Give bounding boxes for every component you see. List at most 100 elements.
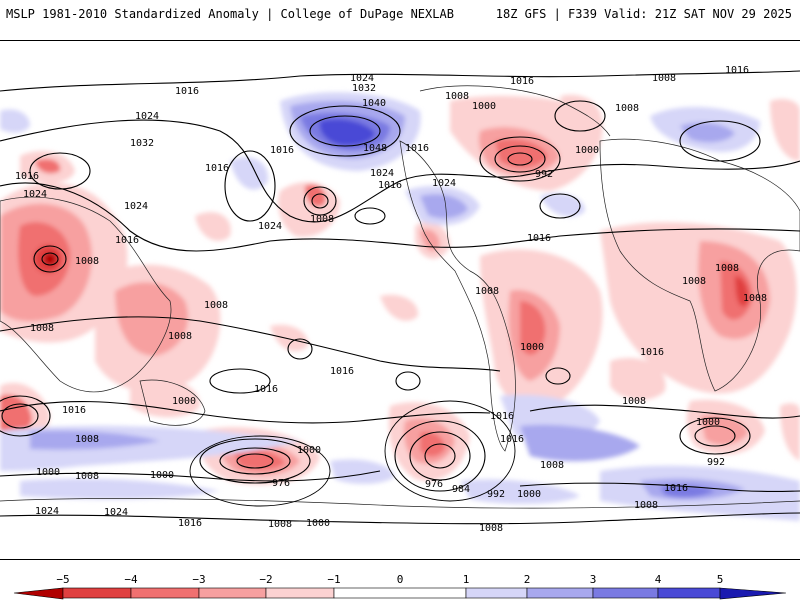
isobar-label: 1024 bbox=[124, 201, 148, 212]
colorbar-swatches bbox=[13, 587, 787, 600]
isobar-label: 1016 bbox=[640, 347, 664, 358]
isobar-label: 1024 bbox=[370, 168, 394, 179]
colorbar-tick: −5 bbox=[56, 573, 69, 586]
isobar-label: 1008 bbox=[634, 500, 658, 511]
isobar-label: 1016 bbox=[62, 405, 86, 416]
isobar-contours bbox=[0, 70, 800, 525]
coastlines bbox=[0, 85, 800, 509]
isobar-label: 1024 bbox=[104, 507, 128, 518]
swatch-pos2 bbox=[526, 587, 594, 599]
isobar-label: 1000 bbox=[306, 518, 330, 529]
colorbar-tick: −4 bbox=[124, 573, 138, 586]
isobar-label: 1016 bbox=[527, 233, 551, 244]
header: MSLP 1981-2010 Standardized Anomaly | Co… bbox=[0, 0, 800, 30]
swatch-pos1 bbox=[465, 587, 528, 599]
isobar-label: 1008 bbox=[652, 73, 676, 84]
anomaly-shading bbox=[0, 92, 800, 521]
isobar-label: 1016 bbox=[490, 411, 514, 422]
map-panel: 1016 1024 1032 1040 1008 1000 1016 1008 … bbox=[0, 40, 800, 560]
colorbar-ticks: −5 −4 −3 −2 −1 0 1 2 3 4 5 bbox=[56, 573, 723, 586]
swatch-neg3 bbox=[130, 587, 200, 599]
colorbar-tick: 2 bbox=[524, 573, 531, 586]
isobar-label: 1016 bbox=[175, 86, 199, 97]
isobar-label: 1008 bbox=[622, 396, 646, 407]
isobar-label: 992 bbox=[535, 169, 553, 180]
map-title: MSLP 1981-2010 Standardized Anomaly | Co… bbox=[6, 7, 454, 21]
isobar-label: 1000 bbox=[520, 342, 544, 353]
model-valid-time: 18Z GFS | F339 Valid: 21Z SAT NOV 29 202… bbox=[495, 7, 792, 21]
isobar-label: 1016 bbox=[330, 366, 354, 377]
swatch-pos4 bbox=[657, 587, 721, 599]
isobar-label: 1008 bbox=[168, 331, 192, 342]
isobar-label: 1016 bbox=[270, 145, 294, 156]
isobar-label: 1000 bbox=[517, 489, 541, 500]
colorbar-tick: −2 bbox=[259, 573, 272, 586]
isobar-label: 1000 bbox=[172, 396, 196, 407]
isobar-label: 1024 bbox=[350, 73, 374, 84]
swatch-pos5 bbox=[719, 587, 787, 600]
isobar-label: 1016 bbox=[664, 483, 688, 494]
colorbar: −5 −4 −3 −2 −1 0 1 2 3 4 5 bbox=[0, 572, 800, 600]
isobar-label: 1048 bbox=[363, 143, 387, 154]
isobar-label: 1016 bbox=[378, 180, 402, 191]
isobar-label: 1016 bbox=[178, 518, 202, 529]
isobar-label: 1000 bbox=[696, 417, 720, 428]
isobar-label: 1008 bbox=[310, 214, 334, 225]
isobar-label: 1016 bbox=[510, 76, 534, 87]
isobar-label: 1008 bbox=[75, 434, 99, 445]
swatch-neg4 bbox=[62, 587, 132, 599]
isobar-label: 976 bbox=[272, 478, 290, 489]
isobar-label: 1016 bbox=[500, 434, 524, 445]
isobar-label: 1016 bbox=[405, 143, 429, 154]
isobar-label: 1016 bbox=[254, 384, 278, 395]
colorbar-tick: 0 bbox=[397, 573, 404, 586]
isobar-label: 992 bbox=[487, 489, 505, 500]
isobar-label: 1016 bbox=[115, 235, 139, 246]
map-svg: 1016 1024 1032 1040 1008 1000 1016 1008 … bbox=[0, 65, 800, 534]
isobar-label: 1008 bbox=[445, 91, 469, 102]
isobar-label: 1008 bbox=[75, 471, 99, 482]
isobar-label: 1040 bbox=[362, 98, 386, 109]
isobar-label: 1000 bbox=[297, 445, 321, 456]
swatch-neg1 bbox=[265, 587, 335, 599]
isobar-label: 1000 bbox=[575, 145, 599, 156]
isobar-label: 1008 bbox=[479, 523, 503, 534]
isobar-label: 1008 bbox=[204, 300, 228, 311]
swatch-zero bbox=[333, 587, 467, 599]
isobar-label: 1016 bbox=[725, 65, 749, 76]
isobar-label: 1008 bbox=[743, 293, 767, 304]
isobar-label: 1008 bbox=[475, 286, 499, 297]
isobar-label: 1000 bbox=[36, 467, 60, 478]
isobar-label: 1024 bbox=[258, 221, 282, 232]
isobar-label: 1000 bbox=[150, 470, 174, 481]
isobar-label: 1032 bbox=[352, 83, 376, 94]
swatch-neg5 bbox=[13, 587, 64, 600]
colorbar-tick: 3 bbox=[590, 573, 597, 586]
colorbar-svg: −5 −4 −3 −2 −1 0 1 2 3 4 5 bbox=[13, 573, 787, 600]
colorbar-tick: 5 bbox=[717, 573, 724, 586]
swatch-pos3 bbox=[592, 587, 659, 599]
isobar-label: 1032 bbox=[130, 138, 154, 149]
isobar-label: 1016 bbox=[15, 171, 39, 182]
isobar-label: 1024 bbox=[135, 111, 159, 122]
isobar-label: 1008 bbox=[682, 276, 706, 287]
isobar-label: 976 bbox=[425, 479, 443, 490]
isobar-label: 1024 bbox=[23, 189, 47, 200]
colorbar-tick: 4 bbox=[655, 573, 662, 586]
isobar-label: 1016 bbox=[205, 163, 229, 174]
isobar-label: 984 bbox=[452, 484, 470, 495]
colorbar-tick: 1 bbox=[463, 573, 470, 586]
isobar-label: 1024 bbox=[35, 506, 59, 517]
colorbar-tick: −3 bbox=[192, 573, 205, 586]
isobar-label: 1008 bbox=[540, 460, 564, 471]
isobar-labels: 1016 1024 1032 1040 1008 1000 1016 1008 … bbox=[15, 65, 767, 534]
isobar-label: 1000 bbox=[472, 101, 496, 112]
isobar-label: 1008 bbox=[75, 256, 99, 267]
isobar-label: 1008 bbox=[268, 519, 292, 530]
isobar-label: 1008 bbox=[715, 263, 739, 274]
isobar-label: 992 bbox=[707, 457, 725, 468]
isobar-label: 1008 bbox=[615, 103, 639, 114]
isobar-label: 1008 bbox=[30, 323, 54, 334]
swatch-neg2 bbox=[198, 587, 267, 599]
colorbar-tick: −1 bbox=[327, 573, 340, 586]
